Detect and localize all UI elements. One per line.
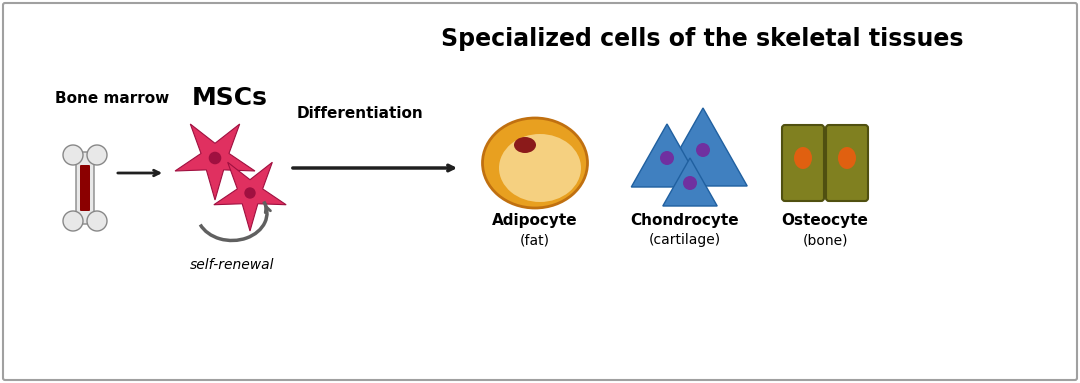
Circle shape bbox=[244, 187, 256, 199]
Text: Bone marrow: Bone marrow bbox=[55, 90, 170, 105]
Ellipse shape bbox=[514, 137, 536, 153]
Text: Osteocyte: Osteocyte bbox=[782, 213, 868, 228]
Text: (fat): (fat) bbox=[519, 233, 550, 247]
Text: Specialized cells of the skeletal tissues: Specialized cells of the skeletal tissue… bbox=[441, 27, 963, 51]
FancyBboxPatch shape bbox=[3, 3, 1077, 380]
Circle shape bbox=[660, 151, 674, 165]
FancyBboxPatch shape bbox=[826, 125, 868, 201]
Text: self-renewal: self-renewal bbox=[190, 258, 274, 272]
FancyBboxPatch shape bbox=[80, 165, 90, 211]
Text: (bone): (bone) bbox=[802, 233, 848, 247]
FancyBboxPatch shape bbox=[76, 152, 94, 224]
Ellipse shape bbox=[838, 147, 856, 169]
Polygon shape bbox=[214, 162, 286, 231]
Text: Differentiation: Differentiation bbox=[297, 105, 423, 121]
Text: (cartilage): (cartilage) bbox=[649, 233, 721, 247]
FancyBboxPatch shape bbox=[782, 125, 824, 201]
Circle shape bbox=[63, 211, 83, 231]
Ellipse shape bbox=[794, 147, 812, 169]
Ellipse shape bbox=[483, 118, 588, 208]
Ellipse shape bbox=[499, 134, 581, 202]
Circle shape bbox=[208, 152, 221, 164]
Circle shape bbox=[87, 211, 107, 231]
Text: Adipocyte: Adipocyte bbox=[492, 213, 578, 228]
Polygon shape bbox=[175, 124, 255, 200]
Text: Chondrocyte: Chondrocyte bbox=[631, 213, 740, 228]
Polygon shape bbox=[632, 124, 703, 187]
Circle shape bbox=[683, 176, 697, 190]
Polygon shape bbox=[659, 108, 747, 186]
Circle shape bbox=[63, 145, 83, 165]
Circle shape bbox=[87, 145, 107, 165]
Text: MSCs: MSCs bbox=[192, 86, 268, 110]
Polygon shape bbox=[663, 158, 717, 206]
Circle shape bbox=[696, 143, 710, 157]
